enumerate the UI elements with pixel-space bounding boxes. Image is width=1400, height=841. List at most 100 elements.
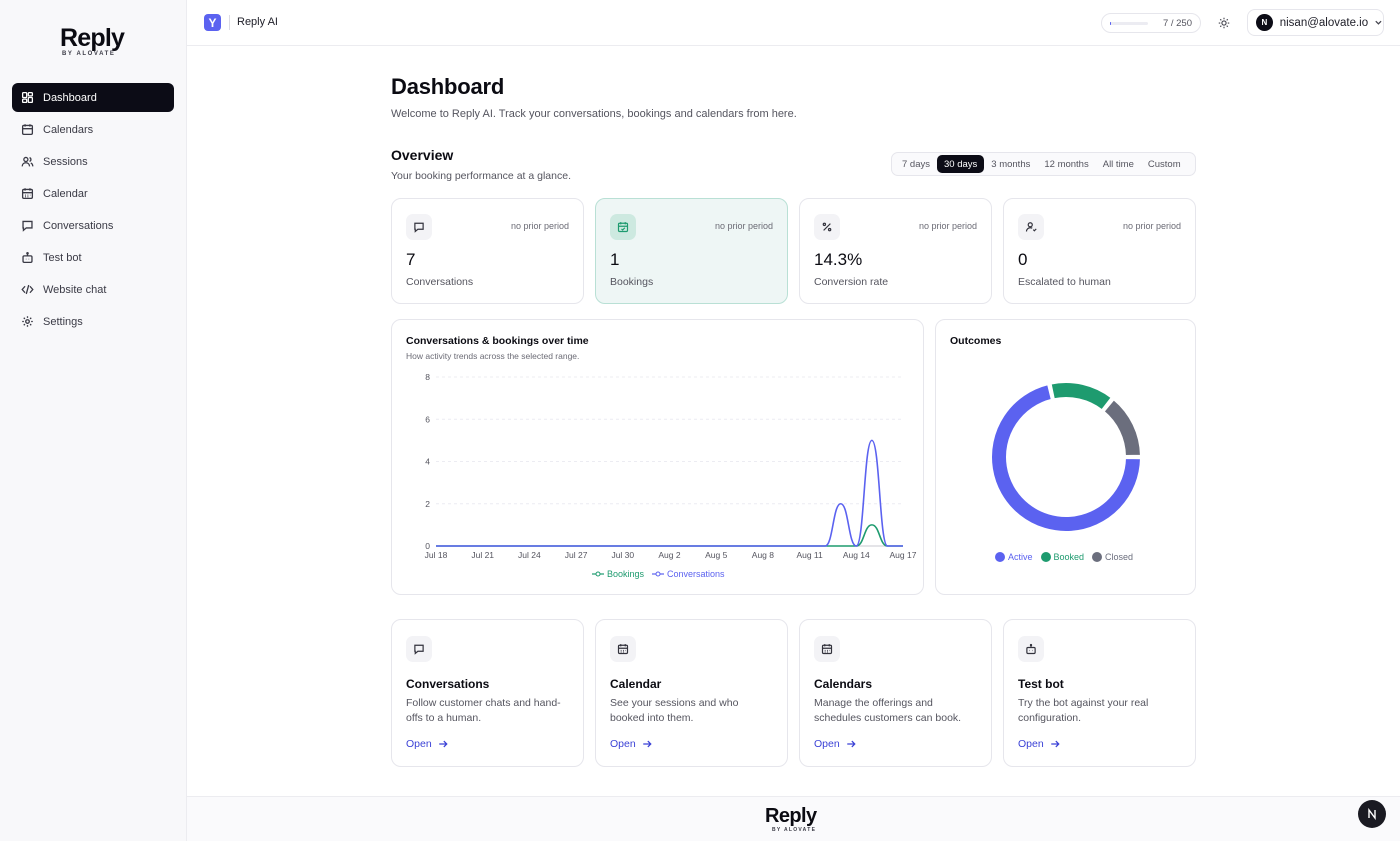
sidebar-item-label: Calendars — [43, 123, 94, 136]
sidebar-item-dashboard[interactable]: Dashboard — [12, 83, 174, 112]
range-30-days[interactable]: 30 days — [937, 155, 985, 173]
open-calendars-link[interactable]: Open — [814, 738, 856, 750]
range-7-days[interactable]: 7 days — [902, 158, 930, 170]
card-title: Conversations — [406, 677, 490, 691]
stat-value: 0 — [1018, 250, 1028, 269]
sidebar-item-label: Website chat — [43, 283, 107, 296]
sidebar-item-conversations[interactable]: Conversations — [12, 211, 174, 240]
series-line-conversations[interactable] — [436, 439, 903, 547]
stat-comparison: no prior period — [714, 221, 773, 231]
avatar: N — [1256, 14, 1273, 31]
legend-item-closed[interactable]: Closed — [1092, 552, 1133, 562]
card-title: Test bot — [1018, 677, 1064, 691]
range-12-months[interactable]: 12 months — [1044, 158, 1089, 170]
chat-icon — [406, 636, 432, 662]
sidebar-item-website-chat[interactable]: Website chat — [12, 275, 174, 304]
theme-toggle-button[interactable] — [1216, 15, 1232, 31]
sidebar-item-calendar[interactable]: Calendar — [12, 179, 174, 208]
donut-slice-closed[interactable] — [1102, 397, 1143, 457]
page-subtitle: Welcome to Reply AI. Track your conversa… — [391, 108, 797, 120]
divider — [229, 15, 230, 30]
stat-value: 14.3% — [814, 250, 863, 269]
sidebar-item-label: Test bot — [43, 251, 82, 264]
x-tick-label: Jul 27 — [565, 550, 588, 560]
donut-slice-active[interactable] — [990, 382, 1143, 533]
users-icon — [21, 155, 34, 168]
sidebar-item-settings[interactable]: Settings — [12, 307, 174, 336]
overview-title: Overview — [391, 147, 454, 163]
x-tick-label: Aug 17 — [890, 550, 917, 560]
legend-line-marker — [592, 571, 604, 577]
account-email: nisan@alovate.io — [1279, 16, 1369, 29]
app-name: Reply AI — [237, 16, 278, 28]
chart-subtitle: How activity trends across the selected … — [406, 351, 580, 361]
x-tick-label: Aug 14 — [843, 550, 870, 560]
stat-label: Bookings — [610, 276, 654, 288]
y-tick-label: 0 — [425, 541, 430, 551]
dev-tools-button[interactable] — [1358, 800, 1386, 828]
y-tick-label: 4 — [425, 457, 430, 467]
link-label: Open — [406, 738, 432, 750]
x-tick-label: Aug 11 — [796, 550, 823, 560]
legend-label: Closed — [1105, 552, 1134, 562]
range-all-time[interactable]: All time — [1102, 158, 1134, 170]
open-test-bot-link[interactable]: Open — [1018, 738, 1060, 750]
open-calendar-link[interactable]: Open — [610, 738, 652, 750]
legend-item-bookings[interactable]: Bookings — [592, 569, 644, 579]
page-title: Dashboard — [391, 74, 505, 99]
sidebar-item-sessions[interactable]: Sessions — [12, 147, 174, 176]
overview-subtitle: Your booking performance at a glance. — [391, 170, 571, 182]
footer-logo: Reply BY ALOVATE — [765, 805, 835, 833]
x-tick-label: Aug 2 — [658, 550, 680, 560]
app-logo[interactable]: Y — [204, 14, 221, 31]
sidebar-item-label: Sessions — [43, 155, 88, 168]
x-tick-label: Aug 5 — [705, 550, 727, 560]
logo-tagline: BY ALOVATE — [772, 827, 817, 833]
chevron-down-icon — [1375, 20, 1382, 25]
link-label: Open — [610, 738, 636, 750]
card-title: Calendars — [814, 677, 873, 691]
legend-item-active[interactable]: Active — [995, 552, 1033, 562]
legend-label: Bookings — [607, 569, 645, 579]
stat-comparison: no prior period — [510, 221, 569, 231]
chat-icon — [21, 219, 34, 232]
usage-meter[interactable]: 7 / 250 — [1101, 13, 1201, 33]
usage-progress-track — [1110, 21, 1148, 25]
stat-label: Escalated to human — [1018, 276, 1111, 288]
usage-progress-fill — [1110, 21, 1112, 25]
calendar-icon — [21, 123, 34, 136]
range-3-months[interactable]: 3 months — [991, 158, 1031, 170]
sidebar: Reply BY ALOVATE Dashboard Calendars Ses… — [0, 0, 187, 841]
legend-item-booked[interactable]: Booked — [1040, 552, 1085, 562]
legend-dot — [1040, 552, 1051, 562]
line-chart-legend: Bookings Conversations — [592, 569, 733, 579]
logo-tagline: BY ALOVATE — [62, 51, 116, 57]
stat-comparison: no prior period — [918, 221, 977, 231]
account-menu-button[interactable]: N nisan@alovate.io — [1247, 9, 1384, 36]
logo-wordmark: Reply — [765, 805, 817, 827]
stat-value: 1 — [610, 250, 620, 269]
sidebar-item-test-bot[interactable]: Test bot — [12, 243, 174, 272]
sidebar-nav: Dashboard Calendars Sessions Calendar Co… — [12, 83, 174, 339]
legend-line-marker — [652, 571, 665, 577]
card-description: See your sessions and who booked into th… — [610, 697, 739, 724]
bot-icon — [1018, 636, 1044, 662]
link-label: Open — [814, 738, 840, 750]
y-tick-label: 2 — [425, 499, 430, 509]
open-conversations-link[interactable]: Open — [406, 738, 448, 750]
donut-slice-booked[interactable] — [1049, 381, 1114, 412]
range-custom[interactable]: Custom — [1147, 158, 1181, 170]
percent-icon — [814, 214, 840, 240]
legend-item-conversations[interactable]: Conversations — [652, 569, 725, 579]
logo-wordmark: Reply — [60, 24, 125, 52]
card-description: Try the bot against your real configurat… — [1018, 697, 1149, 724]
outcomes-panel: Outcomes Active Booked Closed — [935, 319, 1196, 595]
topbar: Y Reply AI 7 / 250 N nisan@alovate.io — [187, 0, 1400, 46]
sidebar-item-calendars[interactable]: Calendars — [12, 115, 174, 144]
card-description: Manage the offerings and schedules custo… — [814, 697, 962, 724]
legend-label: Booked — [1053, 552, 1085, 562]
footer: Reply BY ALOVATE — [187, 796, 1400, 841]
brand-logo[interactable]: Reply BY ALOVATE — [60, 24, 130, 64]
stat-card-conversations: no prior period 7 Conversations — [391, 198, 584, 304]
arrow-right-icon — [438, 740, 448, 748]
